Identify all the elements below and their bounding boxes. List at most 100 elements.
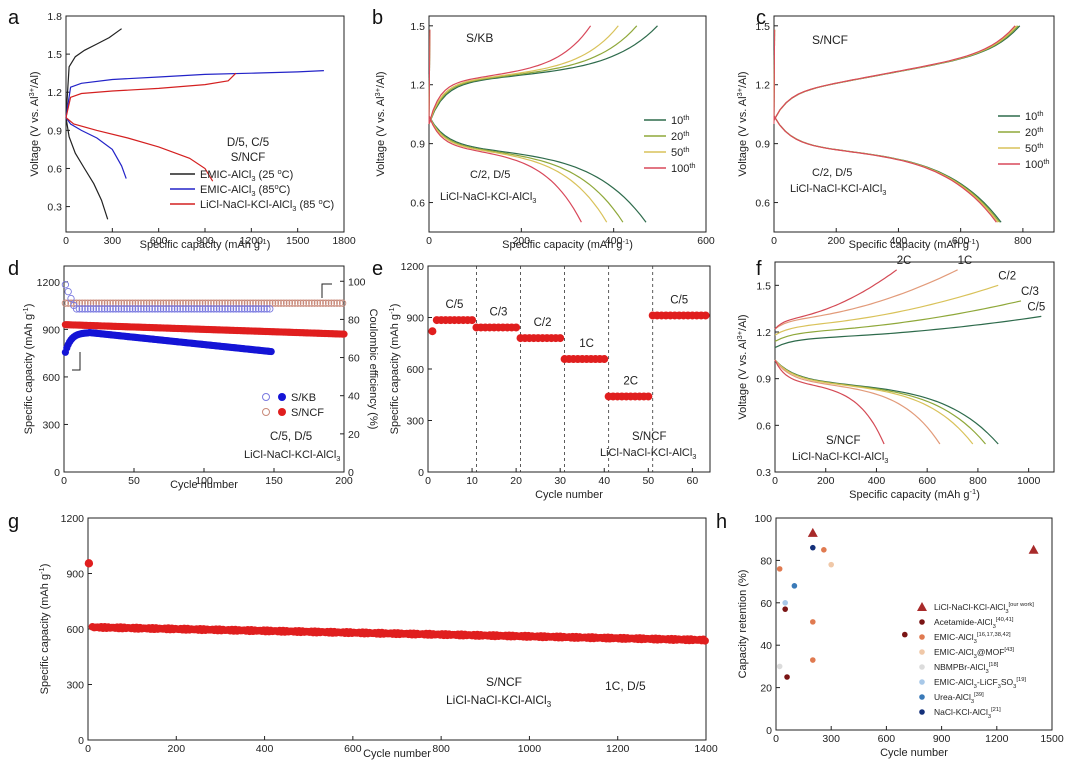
legend-marker	[278, 408, 286, 416]
ncf-ce-point	[294, 299, 302, 307]
legend-label-part: th	[689, 161, 695, 170]
kb-ce-point	[72, 305, 81, 313]
kb-ce-point	[240, 305, 249, 313]
capacity-point	[701, 637, 709, 645]
kb-ce-point	[131, 305, 140, 313]
left-axis-arrow	[72, 352, 81, 371]
panel-a-ytick-label: 0.9	[47, 125, 62, 137]
ncf-ce-point	[324, 299, 333, 307]
kb-capacity-point	[267, 347, 275, 356]
x-axis-label-part: Specific capacity (mAh g	[849, 489, 969, 501]
kb-ce-point	[151, 305, 159, 313]
ncf-ce-point	[333, 299, 341, 307]
ncf-ce-point	[151, 299, 159, 307]
ncf-ce-point	[238, 299, 246, 307]
x-axis-label-part: )	[629, 239, 633, 251]
ncf-ce-point	[226, 299, 235, 307]
panel-f-xtick-label: 1000	[1017, 475, 1041, 487]
legend-label-part: [18]	[989, 662, 999, 668]
legend-marker	[919, 709, 925, 715]
ncf-ce-point	[117, 299, 126, 307]
kb-ce-point	[75, 305, 84, 313]
retention-point	[810, 619, 816, 625]
ncf-ce-point	[134, 299, 142, 307]
ncf-ce-point	[263, 299, 271, 307]
panel-e-xtick-label: 40	[598, 475, 610, 487]
electrolyte-label: LiCl-NaCl-KCl-AlCl3	[440, 191, 536, 205]
kb-ce-point	[184, 305, 193, 313]
panel-label: d	[8, 258, 19, 280]
curve-discharge-2	[65, 117, 214, 182]
kb-ce-point	[95, 305, 103, 313]
ncf-ce-point	[319, 299, 327, 307]
x-axis-label-part: Specific capacity (mAh g	[140, 239, 260, 251]
electrolyte-label: LiCl-NaCl-KCl-AlCl3	[600, 447, 696, 461]
charge-curve-100th	[428, 25, 592, 125]
panel-g-xtick-label: 1400	[694, 743, 718, 755]
panel-h-xtick-label: 600	[878, 733, 896, 745]
panel-f-ytick-label: 1.2	[756, 327, 771, 339]
charge-curve-C/2	[774, 284, 999, 336]
electrolyte-label: LiCl-NaCl-KCl-AlCl3	[790, 183, 886, 197]
ncf-ce-point	[89, 299, 98, 307]
legend-label: 10th	[1025, 109, 1043, 123]
panel-a-xtick-label: 300	[104, 235, 122, 247]
ncf-ce-point	[140, 299, 148, 307]
kb-ce-point	[112, 305, 120, 313]
panel-e-xtick-label: 50	[642, 475, 654, 487]
legend-label: NBMPBr-AlCl3[18]	[934, 662, 999, 675]
panel-c-xtick-label: 200	[827, 235, 845, 247]
discharge-curve-C/5	[774, 359, 999, 445]
panel-d-xtick-label: 150	[265, 475, 283, 487]
x-axis-label-part: -1	[623, 237, 630, 246]
panel-c-xtick-label: 0	[771, 235, 777, 247]
charge-curve-C/3	[774, 300, 1022, 342]
kb-ce-point	[98, 305, 106, 313]
condition-label: C/2, D/5	[470, 169, 510, 181]
x-axis-label: Specific capacity (mAh g-1)	[502, 237, 633, 251]
ncf-ce-point	[106, 299, 114, 307]
ncf-ce-point	[296, 299, 305, 307]
kb-ce-point	[235, 305, 243, 313]
panel-a-ytick-label: 0.6	[47, 163, 62, 175]
panel-c-ytick-label: 0.9	[755, 139, 770, 151]
kb-ce-point	[207, 305, 215, 313]
kb-ce-point	[260, 305, 268, 313]
panel-b-ytick-label: 0.9	[410, 139, 425, 151]
ncf-ce-point	[260, 299, 268, 307]
rate-label: 1C	[579, 338, 594, 350]
legend-label-part: LiCl-NaCl-KCl-AlCl	[200, 199, 292, 211]
retention-point	[776, 663, 783, 670]
legend-label-part: o	[274, 182, 278, 191]
legend-label-part: o	[318, 197, 322, 206]
ncf-ce-point	[190, 299, 198, 307]
panel-g-ytick-label: 1200	[61, 513, 85, 525]
discharge-curve-C/3	[774, 359, 986, 445]
y-axis-label-part: 3+	[27, 88, 36, 97]
panel-h-xtick-label: 1200	[985, 733, 1009, 745]
panel-g-ytick-label: 0	[78, 735, 84, 747]
legend-label: EMIC-AlCl3[16,17,38,42]	[934, 632, 1011, 645]
ncf-ce-point	[142, 299, 151, 307]
rate-capacity-point	[701, 311, 710, 320]
legend-label-part: [39]	[974, 692, 984, 698]
x-axis-label-part: -1	[260, 237, 267, 246]
y-axis-label-part: /Al)	[737, 71, 749, 88]
ncf-ce-point	[271, 299, 280, 307]
kb-ce-point	[215, 305, 224, 313]
panel-d-ytick-label: 0	[54, 467, 60, 479]
ncf-ce-point	[243, 299, 252, 307]
y-axis-label-part: Voltage (V vs. Al	[375, 96, 387, 176]
panel-label: a	[8, 7, 20, 29]
x-axis-label: Specific capacity (mAh g-1)	[140, 237, 271, 251]
kb-ce-point	[190, 305, 198, 313]
panel-h-xtick-label: 1500	[1040, 733, 1064, 745]
ncf-ce-point	[204, 299, 212, 307]
discharge-curve-10th	[428, 115, 647, 223]
kb-ce-point	[92, 305, 100, 313]
legend-label: 50th	[1025, 141, 1043, 155]
legend-label-part: th	[1037, 141, 1043, 150]
legend-label-part: 3	[974, 684, 977, 690]
retention-point	[810, 657, 816, 663]
